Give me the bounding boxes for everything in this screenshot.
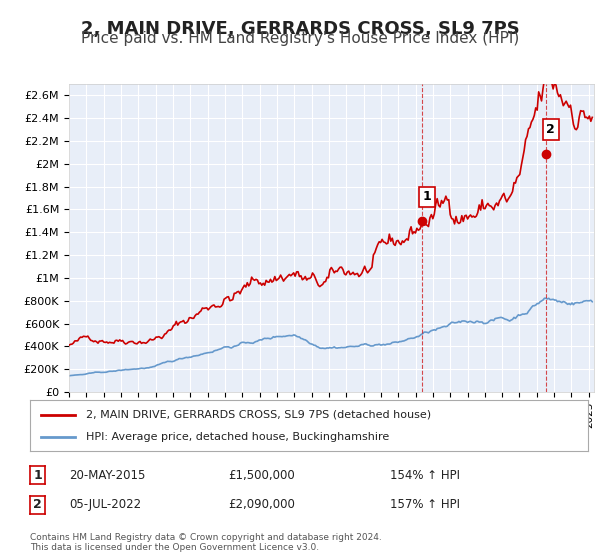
Text: 157% ↑ HPI: 157% ↑ HPI	[390, 498, 460, 511]
Text: 2, MAIN DRIVE, GERRARDS CROSS, SL9 7PS (detached house): 2, MAIN DRIVE, GERRARDS CROSS, SL9 7PS (…	[86, 409, 431, 419]
Text: £2,090,000: £2,090,000	[228, 498, 295, 511]
Text: 154% ↑ HPI: 154% ↑ HPI	[390, 469, 460, 482]
Text: 1: 1	[423, 190, 431, 203]
Text: HPI: Average price, detached house, Buckinghamshire: HPI: Average price, detached house, Buck…	[86, 432, 389, 442]
Text: 05-JUL-2022: 05-JUL-2022	[69, 498, 141, 511]
Text: 2: 2	[547, 123, 555, 136]
Text: 2, MAIN DRIVE, GERRARDS CROSS, SL9 7PS: 2, MAIN DRIVE, GERRARDS CROSS, SL9 7PS	[80, 20, 520, 38]
Text: 1: 1	[33, 469, 42, 482]
Text: Contains HM Land Registry data © Crown copyright and database right 2024.: Contains HM Land Registry data © Crown c…	[30, 533, 382, 542]
Text: Price paid vs. HM Land Registry's House Price Index (HPI): Price paid vs. HM Land Registry's House …	[81, 31, 519, 46]
Text: This data is licensed under the Open Government Licence v3.0.: This data is licensed under the Open Gov…	[30, 543, 319, 552]
Text: £1,500,000: £1,500,000	[228, 469, 295, 482]
Text: 2: 2	[33, 498, 42, 511]
Text: 20-MAY-2015: 20-MAY-2015	[69, 469, 145, 482]
